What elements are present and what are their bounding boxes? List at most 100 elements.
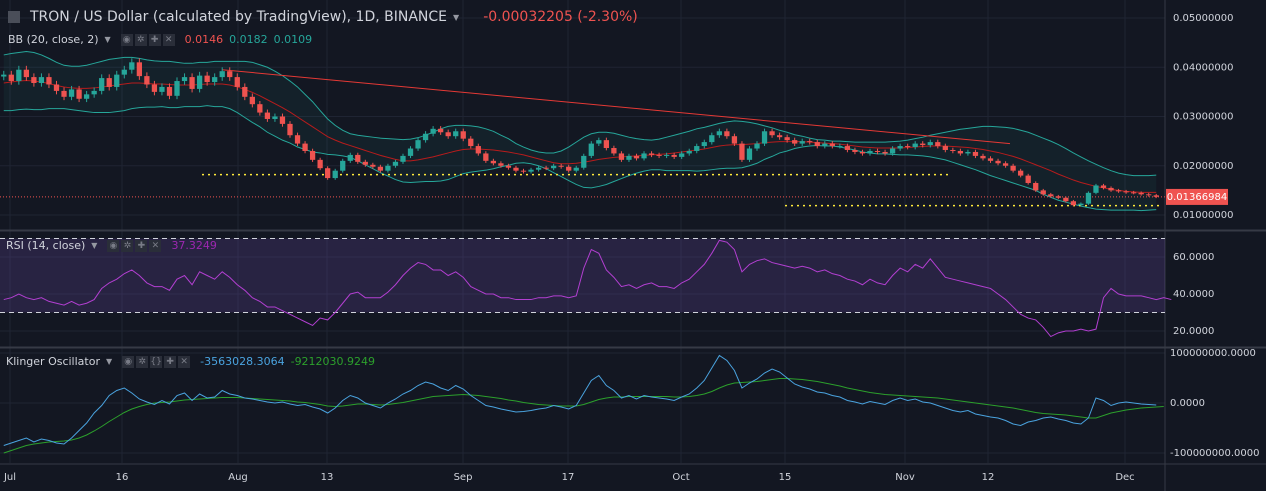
candle-body — [694, 146, 700, 151]
candle-body — [1093, 185, 1099, 193]
chevron-down-icon[interactable]: ▼ — [453, 12, 460, 22]
candle-body — [355, 154, 361, 162]
rsi-band-fill — [0, 238, 1165, 313]
candle-body — [972, 151, 979, 156]
candle-body — [724, 131, 730, 137]
candle-body — [807, 141, 813, 143]
ko-tick-label: 0.0000 — [1170, 398, 1205, 409]
bb-value-basis: 0.0146 — [184, 33, 224, 46]
eye-icon[interactable]: ◉ — [107, 239, 120, 252]
close-icon[interactable]: ✕ — [149, 239, 162, 252]
bb-band-fill — [3, 51, 1157, 211]
chart-title[interactable]: TRON / US Dollar (calculated by TradingV… — [30, 9, 448, 25]
candle-body — [837, 146, 843, 148]
candle-body — [498, 163, 504, 166]
ko-legend: Klinger Oscillator ▼ ◉ ✲ {} ✚ ✕ -3563028… — [6, 355, 375, 368]
candle-body — [1078, 203, 1084, 206]
ko-line — [3, 354, 1157, 446]
time-tick-label: 16 — [116, 472, 129, 483]
rsi-value: 37.3249 — [171, 239, 217, 252]
candle-body — [505, 165, 512, 168]
rsi-line — [3, 239, 1172, 338]
plus-icon[interactable]: ✚ — [135, 239, 148, 252]
gear-icon[interactable]: ✲ — [136, 355, 149, 368]
candle-body — [385, 165, 391, 171]
candle-body — [709, 135, 715, 143]
candle-body — [596, 140, 602, 144]
candle-body — [1055, 196, 1061, 198]
chevron-down-icon[interactable]: ▼ — [105, 357, 113, 366]
candle-body — [309, 150, 316, 160]
code-icon[interactable]: {} — [150, 355, 163, 368]
eye-icon[interactable]: ◉ — [122, 355, 135, 368]
chevron-down-icon[interactable]: ▼ — [104, 35, 111, 44]
bb-upper-line — [3, 50, 1157, 177]
chart-header: TRON / US Dollar (calculated by TradingV… — [8, 9, 638, 25]
candle-body — [1138, 192, 1144, 195]
rsi-label[interactable]: RSI (14, close) — [6, 239, 86, 252]
candle-body — [867, 150, 873, 154]
candle-body — [1018, 170, 1024, 176]
candle-body — [189, 77, 195, 89]
candle-body — [822, 143, 828, 147]
plus-icon[interactable]: ✚ — [148, 33, 161, 46]
candle-body — [754, 143, 760, 149]
candle-body — [882, 151, 888, 154]
candle-body — [31, 77, 37, 84]
bb-label[interactable]: BB (20, close, 2) — [8, 33, 99, 46]
candle-body — [957, 150, 964, 154]
gear-icon[interactable]: ✲ — [134, 33, 147, 46]
plus-icon[interactable]: ✚ — [164, 355, 177, 368]
candle-body — [196, 75, 203, 89]
trend-line — [221, 69, 1011, 145]
candle-body — [769, 131, 775, 136]
candle-body — [1085, 192, 1092, 204]
price-tick-label: 0.02000000 — [1173, 161, 1233, 172]
candle-body — [716, 131, 722, 136]
bb-value-upper: 0.0182 — [229, 33, 268, 46]
candle-body — [370, 164, 376, 167]
candle-body — [445, 132, 451, 137]
candle-body — [287, 123, 293, 136]
candle-body — [302, 143, 308, 151]
candle-body — [151, 84, 158, 92]
close-icon[interactable]: ✕ — [178, 355, 191, 368]
candle-body — [950, 149, 956, 151]
candle-body — [181, 77, 188, 82]
close-icon[interactable]: ✕ — [162, 33, 175, 46]
gear-icon[interactable]: ✲ — [121, 239, 134, 252]
candle-body — [897, 146, 903, 149]
eye-icon[interactable]: ◉ — [120, 33, 133, 46]
candle-body — [332, 170, 338, 179]
candle-body — [294, 135, 301, 144]
time-tick-label: Jul — [3, 472, 16, 483]
candle-body — [626, 155, 632, 160]
candle-body — [1048, 194, 1054, 197]
candle-body — [422, 133, 429, 141]
candle-body — [656, 154, 662, 156]
candle-body — [83, 94, 90, 99]
chevron-down-icon[interactable]: ▼ — [91, 241, 98, 250]
candle-body — [76, 89, 82, 99]
candle-body — [776, 135, 783, 138]
candle-body — [317, 159, 323, 169]
candle-body — [648, 153, 655, 155]
candle-body — [746, 148, 753, 160]
ko-label[interactable]: Klinger Oscillator — [6, 355, 100, 368]
candle-body — [814, 142, 820, 147]
price-change: -0.00032205 (-2.30%) — [483, 9, 638, 25]
candle-body — [114, 74, 120, 87]
candle-body — [415, 140, 421, 149]
candle-body — [1040, 190, 1046, 195]
candle-body — [965, 151, 971, 154]
candle-body — [468, 138, 474, 147]
candle-body — [23, 69, 29, 78]
candle-body — [588, 143, 594, 156]
candle-body — [430, 128, 436, 134]
candle-body — [987, 158, 994, 161]
candle-body — [53, 84, 60, 91]
rsi-legend: RSI (14, close) ▼ ◉ ✲ ✚ ✕ 37.3249 — [6, 239, 217, 252]
candle-body — [731, 136, 738, 144]
candle-body — [905, 146, 911, 148]
